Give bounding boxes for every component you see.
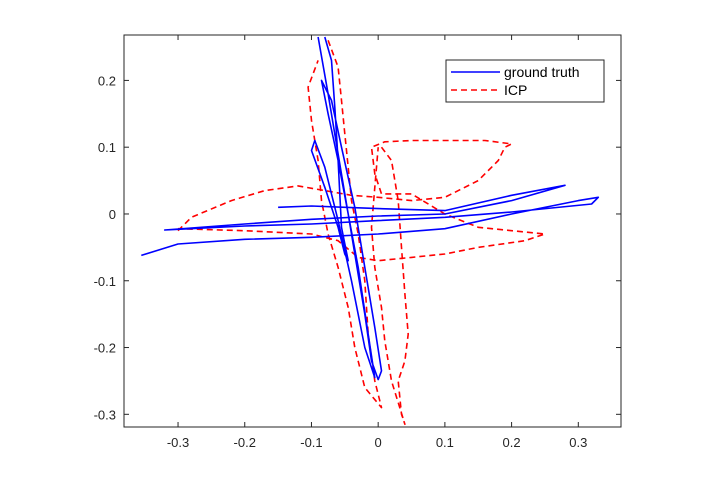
y-tick-label: 0.1	[98, 140, 116, 155]
ground-truth-line-horizontal	[141, 184, 600, 257]
x-tick-label: 0.1	[436, 435, 454, 450]
series-layer	[141, 36, 600, 426]
y-tick-label: -0.1	[94, 274, 116, 289]
y-tick-label: 0	[109, 207, 116, 222]
x-axis: -0.3 -0.2 -0.1 0 0.1 0.2 0.3	[167, 35, 587, 450]
y-tick-label: -0.3	[94, 407, 116, 422]
y-tick-label: 0.2	[98, 73, 116, 88]
icp-line-extra	[370, 146, 410, 426]
y-tick-label: -0.2	[94, 341, 116, 356]
icp-line-horizontal	[177, 139, 546, 262]
x-tick-label: -0.3	[167, 435, 189, 450]
x-tick-label: -0.1	[300, 435, 322, 450]
x-tick-label: 0.2	[503, 435, 521, 450]
legend-label-icp: ICP	[504, 82, 527, 98]
ground-truth-line-vertical	[310, 36, 383, 381]
plot-area	[141, 36, 600, 426]
legend: ground truth ICP	[445, 59, 605, 103]
icp-line-vertical	[307, 40, 383, 409]
legend-box	[445, 59, 605, 103]
x-tick-label: 0.3	[569, 435, 587, 450]
x-tick-label: 0	[375, 435, 382, 450]
legend-label-ground-truth: ground truth	[504, 64, 580, 80]
y-axis: 0.2 0.1 0 -0.1 -0.2 -0.3	[94, 73, 621, 422]
x-tick-label: -0.2	[234, 435, 256, 450]
axes-frame	[123, 34, 622, 428]
